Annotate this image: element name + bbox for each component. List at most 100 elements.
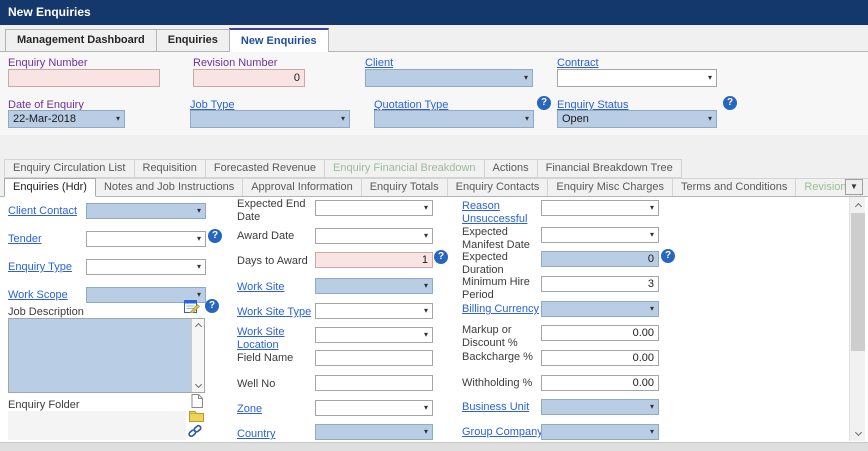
- tender-dropdown[interactable]: ▾: [86, 231, 206, 247]
- field-name-label: Field Name: [237, 352, 293, 365]
- subtab-forecasted-revenue[interactable]: Forecasted Revenue: [205, 159, 325, 178]
- tender-link[interactable]: Tender: [8, 233, 42, 246]
- job-description-textarea[interactable]: [8, 318, 205, 393]
- subtab-enquiry-misc-charges[interactable]: Enquiry Misc Charges: [547, 178, 673, 197]
- page-title: New Enquiries: [8, 5, 91, 19]
- enquiry-type-dropdown[interactable]: ▾: [86, 259, 206, 275]
- job-type-dropdown[interactable]: ▾: [190, 110, 350, 128]
- work-site-type-dropdown[interactable]: ▾: [315, 303, 433, 319]
- dropdown-arrow-icon: ▾: [650, 428, 654, 436]
- tab-overflow-button[interactable]: ▼: [845, 179, 863, 195]
- backcharge-input[interactable]: 0.00: [541, 350, 659, 366]
- dropdown-arrow-icon: ▾: [650, 305, 654, 313]
- dropdown-arrow-icon: ▾: [424, 232, 428, 240]
- well-no-input[interactable]: [315, 375, 433, 391]
- days-to-award-input[interactable]: 1: [315, 252, 433, 268]
- work-site-location-link[interactable]: Work Site Location: [237, 326, 307, 352]
- enquiry-type-link[interactable]: Enquiry Type: [8, 261, 72, 274]
- expected-end-date-dropdown[interactable]: ▾: [315, 200, 433, 216]
- subtab-approval-information[interactable]: Approval Information: [242, 178, 362, 197]
- client-contact-dropdown[interactable]: ▾: [86, 203, 206, 219]
- country-link[interactable]: Country: [237, 428, 276, 441]
- business-unit-dropdown[interactable]: ▾: [541, 399, 659, 415]
- subtab-enquiries-hdr[interactable]: Enquiries (Hdr): [4, 178, 96, 197]
- zone-link[interactable]: Zone: [237, 403, 262, 416]
- folder-icon[interactable]: [189, 410, 204, 422]
- quotation-type-dropdown[interactable]: ▾: [374, 110, 534, 128]
- subtab-enquiry-contacts[interactable]: Enquiry Contacts: [447, 178, 549, 197]
- tab-management-dashboard[interactable]: Management Dashboard: [5, 29, 157, 51]
- country-dropdown[interactable]: ▾: [315, 424, 433, 440]
- quotation-type-help-icon[interactable]: ?: [537, 96, 551, 110]
- subtab-financial-breakdown-tree[interactable]: Financial Breakdown Tree: [537, 159, 682, 178]
- work-scope-link[interactable]: Work Scope: [8, 289, 68, 302]
- dropdown-arrow-icon: ▾: [424, 204, 428, 212]
- subtab-actions[interactable]: Actions: [484, 159, 538, 178]
- billing-currency-dropdown[interactable]: ▾: [541, 301, 659, 317]
- link-icon[interactable]: [188, 424, 202, 438]
- horizontal-scrollbar[interactable]: [0, 442, 868, 451]
- group-company-dropdown[interactable]: ▾: [541, 424, 659, 440]
- billing-currency-link[interactable]: Billing Currency: [462, 303, 539, 316]
- vertical-scrollbar[interactable]: [849, 197, 865, 441]
- subtab-requisition[interactable]: Requisition: [134, 159, 206, 178]
- scroll-down-icon[interactable]: [194, 381, 201, 388]
- scrollbar-down-button[interactable]: [850, 426, 866, 441]
- expected-duration-help-icon[interactable]: ?: [661, 249, 675, 263]
- scrollbar-up-button[interactable]: [850, 197, 866, 212]
- dropdown-arrow-icon: ▾: [708, 74, 712, 82]
- minimum-hire-period-input[interactable]: 3: [541, 276, 659, 292]
- field-name-input[interactable]: [315, 350, 433, 366]
- subtab-enquiry-financial-breakdown[interactable]: Enquiry Financial Breakdown: [324, 159, 484, 178]
- tab-new-enquiries[interactable]: New Enquiries: [229, 28, 329, 52]
- tab-enquiries[interactable]: Enquiries: [156, 29, 230, 51]
- date-of-enquiry-dropdown[interactable]: 22-Mar-2018▾: [8, 110, 125, 128]
- group-company-link[interactable]: Group Company: [462, 426, 543, 439]
- reason-unsuccessful-link[interactable]: Reason Unsuccessful: [462, 200, 540, 226]
- award-date-dropdown[interactable]: ▾: [315, 228, 433, 244]
- subtab-terms-and-conditions[interactable]: Terms and Conditions: [672, 178, 796, 197]
- job-description-scrollbar[interactable]: [191, 319, 204, 392]
- revision-number-input[interactable]: 0: [193, 69, 305, 87]
- subtab-notes-and-job-instructions[interactable]: Notes and Job Instructions: [95, 178, 243, 197]
- subtab-bar-top: Enquiry Circulation List Requisition For…: [4, 159, 681, 178]
- dropdown-arrow-icon: ▾: [197, 291, 201, 299]
- markup-or-discount-label: Markup or Discount %: [462, 324, 532, 350]
- dropdown-arrow-icon: ▾: [650, 231, 654, 239]
- job-description-help-icon[interactable]: ?: [205, 299, 219, 313]
- expected-duration-input[interactable]: 0: [541, 251, 659, 267]
- expected-manifest-date-label: Expected Manifest Date: [462, 226, 540, 252]
- contract-dropdown[interactable]: ▾: [557, 69, 717, 87]
- dropdown-arrow-icon: ▾: [650, 403, 654, 411]
- days-to-award-label: Days to Award: [237, 255, 308, 268]
- subtab-bar-bottom: Enquiries (Hdr) Notes and Job Instructio…: [4, 178, 868, 197]
- work-site-dropdown[interactable]: ▾: [315, 278, 433, 294]
- subtab-enquiry-circulation-list[interactable]: Enquiry Circulation List: [4, 159, 135, 178]
- work-site-type-link[interactable]: Work Site Type: [237, 306, 311, 319]
- enquiry-status-help-icon[interactable]: ?: [723, 96, 737, 110]
- enquiry-status-dropdown[interactable]: Open▾: [557, 110, 717, 128]
- work-site-location-dropdown[interactable]: ▾: [315, 327, 433, 343]
- reason-unsuccessful-dropdown[interactable]: ▾: [541, 200, 659, 216]
- enquiry-number-input[interactable]: [8, 69, 160, 87]
- tender-help-icon[interactable]: ?: [208, 229, 222, 243]
- subtab-enquiry-totals[interactable]: Enquiry Totals: [361, 178, 448, 197]
- new-document-icon[interactable]: [191, 394, 203, 408]
- window-titlebar: New Enquiries: [0, 0, 868, 25]
- business-unit-link[interactable]: Business Unit: [462, 401, 529, 414]
- zone-dropdown[interactable]: ▾: [315, 400, 433, 416]
- client-contact-link[interactable]: Client Contact: [8, 205, 77, 218]
- markup-or-discount-input[interactable]: 0.00: [541, 325, 659, 341]
- scrollbar-thumb[interactable]: [851, 213, 865, 351]
- withholding-input[interactable]: 0.00: [541, 375, 659, 391]
- client-dropdown[interactable]: ▾: [365, 69, 533, 87]
- dropdown-arrow-icon: ▾: [116, 115, 120, 123]
- chevron-down-icon: [854, 428, 861, 435]
- days-to-award-help-icon[interactable]: ?: [434, 250, 448, 264]
- work-site-link[interactable]: Work Site: [237, 281, 284, 294]
- enquiry-folder-box[interactable]: [8, 411, 186, 440]
- expected-manifest-date-dropdown[interactable]: ▾: [541, 227, 659, 243]
- dropdown-arrow-icon: ▾: [197, 235, 201, 243]
- edit-notes-icon[interactable]: [184, 300, 200, 313]
- scroll-up-icon[interactable]: [194, 323, 201, 330]
